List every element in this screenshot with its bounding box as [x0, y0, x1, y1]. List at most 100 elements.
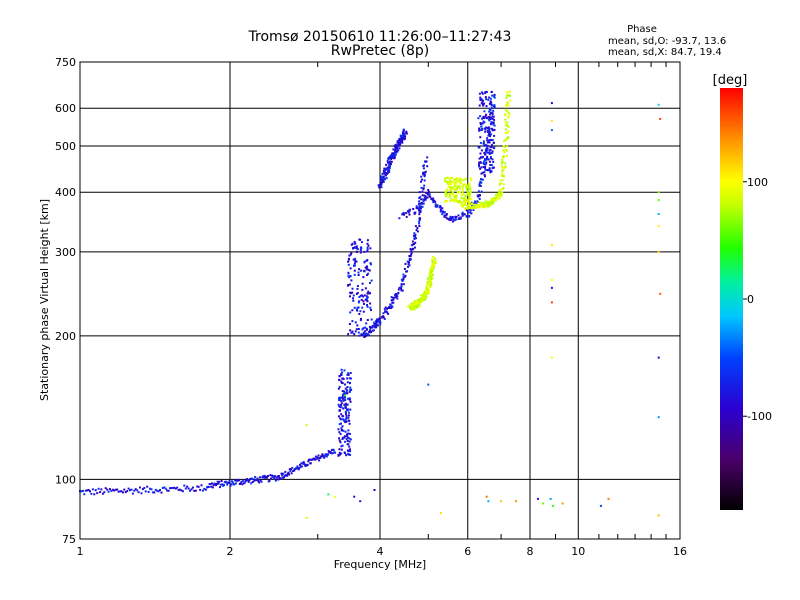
echo-point: [320, 455, 323, 458]
echo-point: [445, 195, 447, 198]
echo-point: [349, 295, 351, 298]
echo-point: [423, 184, 426, 187]
echo-point: [468, 196, 471, 199]
echo-point: [480, 172, 483, 175]
echo-point: [403, 275, 406, 278]
echo-point: [111, 488, 114, 491]
echo-point: [478, 206, 481, 209]
scattered-echo: [359, 500, 362, 503]
echo-point: [484, 165, 487, 168]
echo-point: [482, 204, 484, 207]
echo-point: [468, 188, 471, 191]
echo-point: [252, 478, 255, 481]
echo-point: [493, 166, 495, 169]
echo-point: [426, 193, 429, 196]
echo-point: [322, 455, 325, 458]
echo-point: [499, 189, 501, 191]
echo-point: [475, 207, 478, 209]
echo-point: [480, 125, 483, 128]
echo-point: [426, 196, 429, 199]
echo-point: [478, 127, 481, 130]
echo-point: [109, 488, 111, 491]
echo-point: [463, 179, 465, 182]
echo-point: [492, 95, 495, 98]
echo-point: [443, 215, 446, 218]
echo-point: [295, 466, 298, 469]
echo-point: [385, 167, 388, 170]
echo-point: [480, 202, 483, 204]
echo-point: [430, 265, 433, 268]
echo-point: [340, 402, 343, 405]
echo-point: [385, 172, 388, 175]
echo-point: [479, 96, 482, 99]
echo-point: [366, 274, 369, 276]
echo-point: [293, 469, 296, 472]
echo-point: [270, 474, 273, 477]
echo-point: [341, 429, 343, 431]
echo-point: [501, 156, 504, 159]
echo-point: [493, 118, 496, 121]
data-points: [79, 90, 662, 519]
echo-point: [489, 109, 492, 112]
echo-point: [413, 300, 416, 303]
echo-point: [426, 156, 429, 159]
scattered-echo: [657, 224, 660, 227]
echo-point: [424, 195, 427, 198]
echo-point: [341, 438, 344, 440]
echo-point: [505, 104, 507, 107]
scattered-echo: [552, 504, 555, 507]
echo-point: [345, 408, 348, 411]
echo-point: [349, 408, 352, 411]
echo-point: [411, 248, 414, 251]
echo-point: [417, 303, 420, 306]
echo-point: [141, 488, 144, 491]
echo-point: [502, 174, 505, 177]
echo-point: [428, 280, 430, 283]
echo-point: [384, 177, 386, 180]
y-tick-label: 600: [55, 102, 76, 115]
echo-point: [422, 200, 425, 202]
echo-point: [269, 474, 272, 477]
echo-point: [361, 282, 364, 285]
echo-point: [260, 480, 263, 483]
echo-point: [408, 210, 411, 213]
echo-point: [480, 204, 482, 207]
echo-point: [196, 485, 199, 488]
echo-point: [296, 465, 299, 468]
echo-point: [508, 90, 511, 93]
echo-point: [347, 411, 350, 414]
echo-point: [445, 192, 448, 195]
echo-point: [449, 188, 452, 191]
echo-point: [497, 192, 500, 195]
echo-point: [383, 308, 386, 311]
echo-point: [347, 429, 350, 432]
echo-point: [449, 195, 452, 197]
echo-point: [212, 484, 215, 487]
echo-point: [465, 200, 468, 203]
echo-point: [492, 123, 495, 126]
y-axis-label: Stationary phase Virtual Height [km]: [38, 199, 51, 401]
echo-point: [390, 296, 393, 299]
echo-point: [104, 487, 107, 490]
echo-point: [462, 203, 465, 206]
echo-point: [402, 138, 405, 141]
echo-point: [356, 306, 359, 309]
echo-point: [156, 489, 159, 492]
echo-point: [401, 139, 403, 142]
echo-point: [422, 295, 425, 298]
echo-point: [246, 479, 249, 481]
echo-point: [369, 247, 372, 250]
echo-point: [286, 474, 289, 477]
echo-point: [482, 142, 485, 145]
echo-point: [164, 487, 167, 490]
echo-point: [349, 438, 352, 441]
echo-point: [459, 178, 461, 181]
echo-point: [346, 373, 349, 376]
echo-point: [434, 259, 437, 262]
echo-point: [492, 147, 495, 150]
echo-point: [379, 320, 382, 323]
echo-point: [470, 190, 472, 193]
echo-point: [450, 218, 453, 221]
scattered-echo: [427, 383, 430, 386]
echo-point: [359, 310, 362, 313]
